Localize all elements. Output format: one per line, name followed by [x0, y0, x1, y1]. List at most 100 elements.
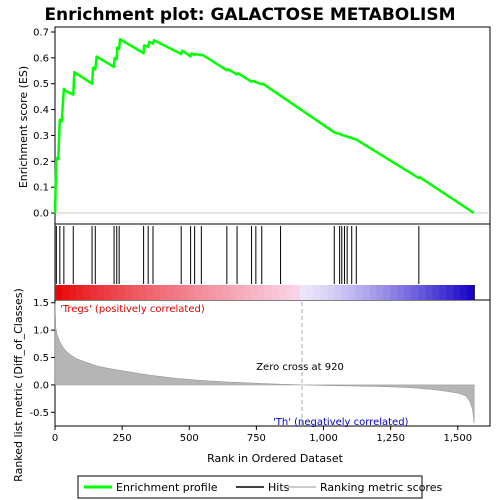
heat-bar-segment [390, 285, 398, 300]
es-y-tick-label: 0.7 [33, 28, 49, 39]
legend-hits-label: Hits [268, 481, 290, 494]
heat-bar-segment [68, 285, 77, 300]
heat-bar-segment [411, 285, 419, 300]
x-tick-label: 1,000 [309, 433, 338, 444]
heat-bar-segment [292, 285, 301, 300]
heat-bar-segment [425, 285, 433, 300]
ranking-y-tick-label: 0.0 [33, 380, 49, 391]
enrichment-panel-frame [54, 26, 491, 225]
heat-bar-segment [334, 285, 343, 300]
legend: Enrichment profile Hits Ranking metric s… [77, 475, 442, 499]
heat-bar-segment [82, 285, 91, 300]
heat-bar-segment [236, 285, 245, 300]
heat-bar-segment [208, 285, 217, 300]
heat-bar-segment [75, 285, 84, 300]
heat-bar-segment [96, 285, 105, 300]
legend-enrichment-label: Enrichment profile [116, 481, 218, 494]
heat-bar-segment [327, 285, 336, 300]
heat-bar-segment [61, 285, 70, 300]
ranking-y-axis-label: Ranked list metric (Diff_of_Classes) [12, 288, 25, 482]
heat-bar-segment [180, 285, 189, 300]
es-y-tick-label: 0.0 [33, 209, 49, 220]
heat-bar-segment [145, 285, 154, 300]
heat-bar-segment [243, 285, 252, 300]
heat-bar-segment [159, 285, 168, 300]
heat-bar-segment [229, 285, 238, 300]
heat-bar-segment [257, 285, 266, 300]
heat-bar-segment [124, 285, 133, 300]
ranking-x-axis-ticks: 0 250 500 750 1,000 1,250 1,500 [52, 426, 472, 444]
heat-bar-segment [446, 285, 454, 300]
heat-bar-segment [369, 285, 377, 300]
heat-bar-segment [376, 285, 384, 300]
heat-bar-segment [453, 285, 461, 300]
heat-bar-segment [103, 285, 112, 300]
heat-bar-segment [397, 285, 405, 300]
chart-title: Enrichment plot: GALACTOSE METABOLISM [44, 5, 455, 25]
ranking-y-tick-label: 1.0 [33, 326, 49, 337]
ranking-y-axis-ticks: -0.5 0.0 0.5 1.0 1.5 [29, 298, 55, 419]
heat-bar-segment [432, 285, 440, 300]
es-y-axis-label: Enrichment score (ES) [17, 66, 30, 188]
heat-bar-segment [278, 285, 287, 300]
x-tick-label: 1,250 [376, 433, 405, 444]
heat-bar-segment [439, 285, 447, 300]
heat-bar-segment [187, 285, 196, 300]
heat-bar-segment [110, 285, 119, 300]
heat-bar-segment [152, 285, 161, 300]
zero-cross-label: Zero cross at 920 [256, 362, 344, 373]
heat-bar-segment [201, 285, 210, 300]
heat-bar-segment [285, 285, 294, 300]
heat-bar-segment [404, 285, 412, 300]
es-y-axis-ticks: 0.0 0.1 0.2 0.3 0.4 0.5 0.6 0.7 [33, 28, 55, 220]
heat-bar-segment [89, 285, 98, 300]
hits-group [55, 226, 420, 284]
heat-bar-segment [348, 285, 356, 300]
x-tick-label: 500 [180, 433, 199, 444]
heat-bar-segment [355, 285, 363, 300]
legend-ranking-label: Ranking metric scores [320, 481, 442, 494]
ranking-y-tick-label: 1.5 [33, 298, 49, 309]
x-axis-label: Rank in Ordered Dataset [207, 452, 344, 465]
heat-bar-segment [299, 285, 308, 300]
negative-correlation-label: 'Th' (negatively correlated) [273, 417, 409, 428]
heat-bar-segment [271, 285, 280, 300]
ranking-y-tick-label: -0.5 [29, 408, 49, 419]
heat-bar-segment [55, 285, 63, 300]
heat-bar-segment [418, 285, 426, 300]
heat-bar-segment [173, 285, 182, 300]
enrichment-profile-group [53, 37, 490, 215]
x-tick-label: 1,500 [443, 433, 472, 444]
x-tick-label: 250 [113, 433, 132, 444]
heat-bar-segment [460, 285, 468, 300]
x-tick-label: 0 [52, 433, 58, 444]
heat-bar-segment [341, 285, 350, 300]
es-y-tick-label: 0.5 [33, 79, 49, 90]
heat-bar-segment [117, 285, 126, 300]
heat-bar-segment [222, 285, 231, 300]
es-y-tick-label: 0.4 [33, 105, 49, 116]
heat-bar-segment [215, 285, 224, 300]
es-y-tick-label: 0.6 [33, 53, 49, 64]
heat-bar-segment [264, 285, 273, 300]
ranking-metric-area [54, 302, 475, 424]
ranking-heat-bar [55, 285, 475, 300]
heat-bar-segment [250, 285, 259, 300]
heat-bar-segment [166, 285, 175, 300]
ranking-y-tick-label: 0.5 [33, 353, 49, 364]
ranking-metric-group [54, 302, 475, 424]
heat-bar-segment [320, 285, 329, 300]
heat-bar-segment [138, 285, 147, 300]
heat-bar-segment [131, 285, 140, 300]
x-tick-label: 750 [247, 433, 266, 444]
heat-bar-segment [313, 285, 322, 300]
enrichment-profile-line [53, 37, 475, 215]
heat-bar-segment [362, 285, 370, 300]
heat-bar-segment [383, 285, 391, 300]
es-y-tick-label: 0.1 [33, 183, 49, 194]
positive-correlation-label: 'Tregs' (positively correlated) [60, 304, 205, 315]
heat-bar-segment [306, 285, 315, 300]
es-y-tick-label: 0.2 [33, 157, 49, 168]
heat-bar-segment [194, 285, 203, 300]
